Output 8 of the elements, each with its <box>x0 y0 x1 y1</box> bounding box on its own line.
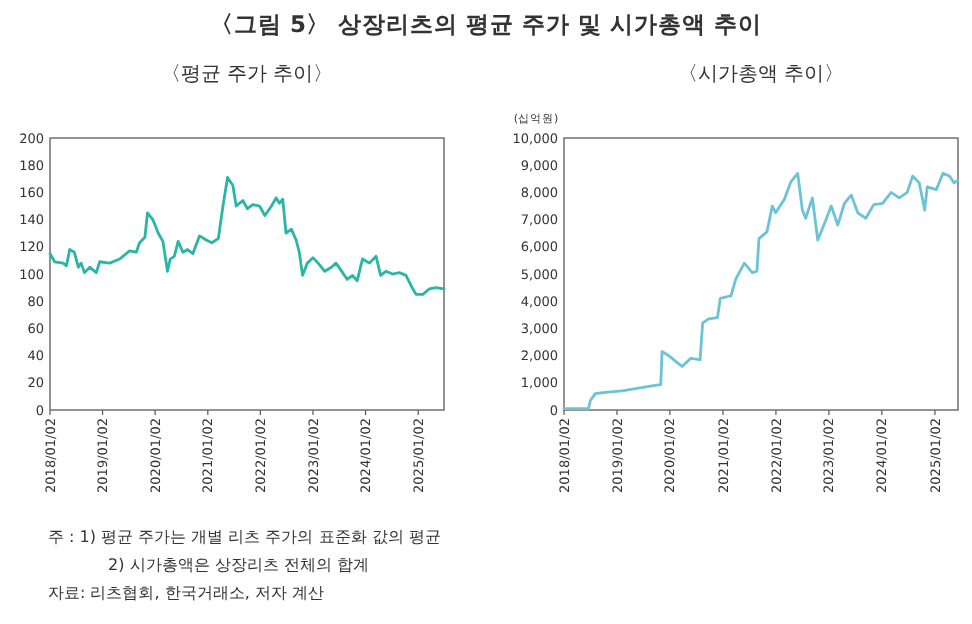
chart-subtitle: 〈시가총액 추이〉 <box>677 64 845 86</box>
line-series <box>48 176 446 296</box>
text: 주 : 1) 평균 주가는 개별 리츠 주가의 표준화 값의 평균 <box>48 528 441 546</box>
chart-subtitle: 〈평균 주가 추이〉 <box>160 64 334 86</box>
text: 2) 시가총액은 상장리츠 전체의 합계 <box>108 556 369 574</box>
chart-title: 〈그림 5〉 상장리츠의 평균 주가 및 시가총액 추이 <box>209 10 763 38</box>
text: 자료: 리츠협회, 한국거래소, 저자 계산 <box>48 584 324 602</box>
line-series <box>562 171 960 411</box>
